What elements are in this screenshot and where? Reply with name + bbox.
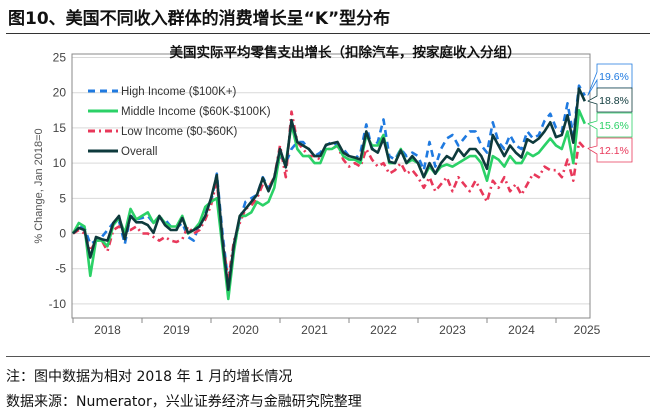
legend-label: Low Income ($0-$60K) <box>121 126 238 138</box>
end-label: 15.6% <box>599 120 629 132</box>
x-tick-label: 2018 <box>94 323 121 337</box>
legend-label: Middle Income ($60K-$100K) <box>121 106 271 118</box>
figure-title: 图10、美国不同收入群体的消费增长呈“K”型分布 <box>8 9 391 29</box>
x-tick-label: 2020 <box>232 323 259 337</box>
legend: High Income ($100K+) Middle Income ($60K-… <box>88 86 271 158</box>
y-tick-label: 5 <box>59 191 66 205</box>
x-axis-ticks: 2018 2019 2020 2021 2022 2023 2024 2025 <box>72 318 601 337</box>
end-label: 12.1% <box>599 145 629 157</box>
notes-divider <box>6 356 650 357</box>
x-tick-label: 2022 <box>370 323 397 337</box>
end-label: 18.8% <box>599 95 629 107</box>
gridlines <box>72 57 590 305</box>
series-lines <box>71 84 586 301</box>
x-tick-label: 2021 <box>301 323 328 337</box>
end-label-box <box>587 137 633 163</box>
y-tick-label: -5 <box>55 262 66 276</box>
plot-frame <box>71 53 591 319</box>
x-tick-label: 2019 <box>163 323 190 337</box>
y-axis-ticks: -10 -5 0 5 10 15 20 25 <box>49 51 67 311</box>
y-tick-label: 20 <box>53 86 67 100</box>
source-text: 数据来源：Numerator，兴业证券经济与金融研究院整理 <box>6 394 362 410</box>
series-line-overall <box>72 87 586 292</box>
chart-title: 美国实际平均零售支出增长（扣除汽车，按家庭收入分组） <box>170 44 521 61</box>
end-label-box <box>587 112 633 138</box>
legend-label: High Income ($100K+) <box>121 86 237 98</box>
y-tick-label: 0 <box>59 227 66 241</box>
y-tick-label: 15 <box>53 121 67 135</box>
x-tick-label: 2023 <box>439 323 466 337</box>
end-label: 19.6% <box>599 71 629 83</box>
legend-label: Overall <box>121 146 157 158</box>
end-label-box <box>587 87 633 113</box>
title-divider <box>6 33 650 34</box>
y-tick-label: -10 <box>49 297 67 311</box>
note-text: 注：图中数据为相对 2018 年 1 月的增长情况 <box>6 369 293 385</box>
y-axis-label: % Change, Jan 2018=0 <box>33 128 45 243</box>
x-tick-label: 2025 <box>574 323 601 337</box>
x-tick-label: 2024 <box>508 323 535 337</box>
y-tick-label: 25 <box>53 51 67 65</box>
y-tick-label: 10 <box>53 156 67 170</box>
end-labels: 19.6% 18.8% 15.6% 12.1% <box>587 63 633 163</box>
